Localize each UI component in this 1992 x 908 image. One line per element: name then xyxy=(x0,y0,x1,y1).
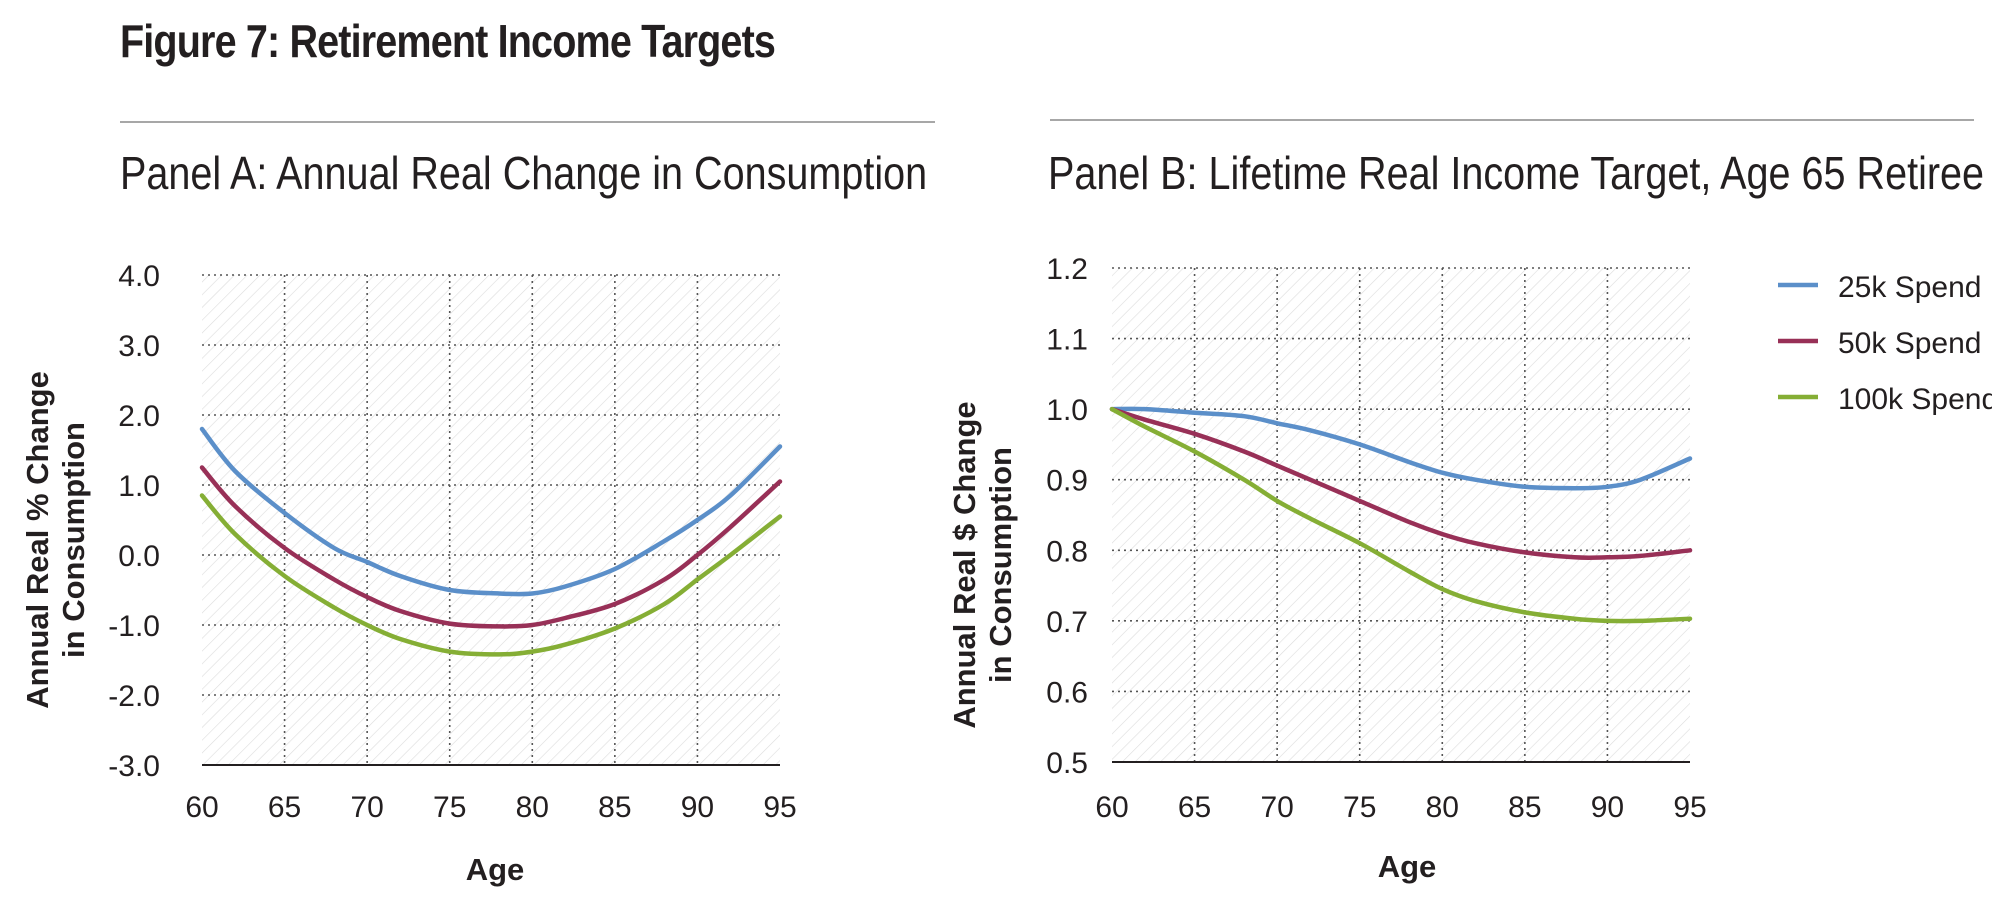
panel-a-plot-area xyxy=(202,275,780,765)
panel-b-ytick-label: 1.1 xyxy=(1046,324,1088,357)
panel-a-xtick-label: 75 xyxy=(433,791,466,824)
panel-a-xtick-label: 85 xyxy=(598,791,631,824)
panel-a-ytick-label: -3.0 xyxy=(108,750,160,783)
panel-b-xtick-label: 65 xyxy=(1178,791,1211,824)
panel-a-ytick-label: -1.0 xyxy=(108,610,160,643)
panel-a-chart: 4.0 3.0 2.0 1.0 0.0 -1.0 -2.0 -3.0 60 65 70 75 80 85 9… xyxy=(20,260,797,887)
panel-a-x-axis-label: Age xyxy=(466,852,525,887)
panel-a-xtick-label: 95 xyxy=(763,791,796,824)
legend: 25k Spend 50k Spend 100k Spend xyxy=(1778,271,1992,416)
panel-b-xtick-label: 80 xyxy=(1426,791,1459,824)
panel-a-xtick-label: 65 xyxy=(268,791,301,824)
panel-b-title: Panel B: Lifetime Real Income Target, Ag… xyxy=(1048,147,1985,199)
panel-a-xtick-label: 80 xyxy=(516,791,549,824)
legend-label-25k: 25k Spend xyxy=(1838,271,1981,304)
panel-a-y-axis-label-line: in Consumption xyxy=(56,422,91,658)
panel-b-series-50k xyxy=(1109,406,1693,561)
panel-b-chart: 1.2 1.1 1.0 0.9 0.8 0.7 0.6 0.560 65 70 75 80 85 90 95… xyxy=(947,253,1707,884)
panel-b-y-axis-label-line: in Consumption xyxy=(983,447,1018,683)
panel-a-xtick-label: 90 xyxy=(681,791,714,824)
panel-b-ytick-label: 0.6 xyxy=(1046,676,1088,709)
panel-a-title: Panel A: Annual Real Change in Consumpti… xyxy=(120,147,928,199)
panel-b-y-axis-label: Annual Real $ Changein Consumption xyxy=(947,401,1018,728)
panel-a-ytick-label: -2.0 xyxy=(108,680,160,713)
panel-b-xtick-label: 75 xyxy=(1343,791,1376,824)
panel-b-xtick-label: 90 xyxy=(1591,791,1624,824)
panel-b-series-25k xyxy=(1109,406,1693,491)
legend-label-100k: 100k Spend xyxy=(1838,383,1992,416)
panel-b-ytick-label: 0.5 xyxy=(1046,747,1088,780)
panel-b-xtick-label: 60 xyxy=(1095,791,1128,824)
panel-b-xtick-label: 70 xyxy=(1260,791,1293,824)
panel-b-rule xyxy=(1050,119,1974,121)
panel-a-rule xyxy=(120,121,935,123)
panel-b-y-axis-label-line: Annual Real $ Change xyxy=(947,401,982,728)
panel-b-ytick-label: 0.9 xyxy=(1046,465,1088,498)
panel-a-ytick-label: 0.0 xyxy=(118,540,160,573)
panel-b-ytick-label: 0.7 xyxy=(1046,606,1088,639)
panel-a-y-axis-label-line: Annual Real % Change xyxy=(20,371,55,709)
panel-b-ytick-label: 1.0 xyxy=(1046,394,1088,427)
panel-a-ytick-label: 2.0 xyxy=(118,400,160,433)
panel-b-xtick-label: 95 xyxy=(1673,791,1706,824)
panel-a-xtick-label: 60 xyxy=(185,791,218,824)
panel-b-xtick-label: 85 xyxy=(1508,791,1541,824)
panel-b-plot-area xyxy=(1112,268,1690,762)
panel-b-x-axis-label: Age xyxy=(1378,849,1437,884)
panel-a-series-25k xyxy=(199,426,783,597)
panel-a-ytick-label: 1.0 xyxy=(118,470,160,503)
panel-b-ytick-label: 0.8 xyxy=(1046,535,1088,568)
panel-a-series-50k xyxy=(199,465,783,629)
figure-title: Figure 7: Retirement Income Targets xyxy=(120,15,776,67)
panel-a-ytick-label: 4.0 xyxy=(118,260,160,293)
panel-b-series-100k xyxy=(1109,406,1693,624)
panel-a-series-100k xyxy=(199,493,783,657)
panel-a-y-axis-label: Annual Real % Changein Consumption xyxy=(20,371,91,709)
legend-label-50k: 50k Spend xyxy=(1838,327,1981,360)
panel-b-ytick-label: 1.2 xyxy=(1046,253,1088,286)
panel-a-ytick-label: 3.0 xyxy=(118,330,160,363)
panel-a-xtick-label: 70 xyxy=(350,791,383,824)
